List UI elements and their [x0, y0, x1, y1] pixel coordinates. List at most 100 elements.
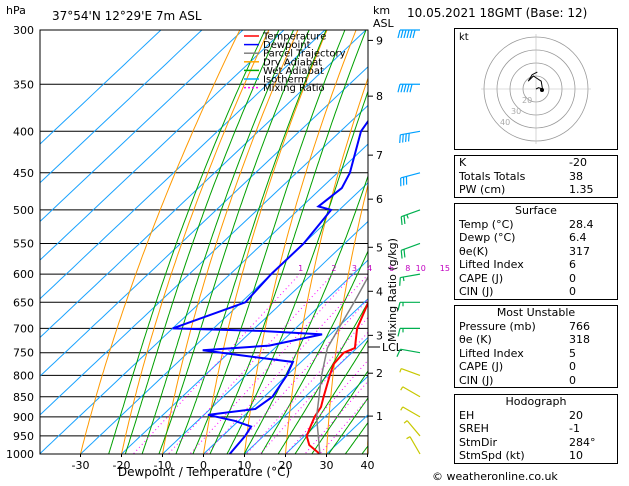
wet-adiabat-line: [243, 174, 368, 454]
wind-barb: [400, 386, 421, 398]
mixing-ratio-label: 3: [352, 264, 357, 273]
wind-barb: [400, 172, 421, 187]
hodograph-ring-label: 30: [511, 107, 521, 116]
wind-barb: [399, 368, 421, 376]
hodo-row-stmspd: StmSpd (kt) 10: [459, 449, 583, 462]
km-tick-label: 1: [376, 410, 383, 423]
dry-adiabat-line: [79, 30, 241, 454]
pressure-tick-label: 450: [13, 167, 34, 180]
wind-barb: [397, 83, 420, 93]
km-tick-label: 2: [376, 367, 383, 380]
legend-label: Isotherm: [263, 75, 307, 86]
dry-adiabat-line: [202, 30, 328, 454]
km-tick-label: 8: [376, 90, 383, 103]
wet-adiabat-line: [124, 30, 280, 454]
wind-barb: [400, 242, 421, 259]
pressure-tick-label: 400: [13, 125, 34, 138]
hodo-row-sreh: SREH -1: [459, 422, 580, 435]
mixing-ratio-line: [304, 380, 368, 454]
km-tick-label: 5: [376, 241, 383, 254]
mixing-ratio-label: 8: [405, 264, 410, 273]
x-tick-label: 20: [279, 459, 293, 472]
hodo-row-eh: EH 20: [459, 408, 583, 422]
dry-adiabat-line: [284, 76, 368, 454]
pressure-tick-label: 950: [13, 430, 34, 443]
mu-row-theta: θe (K) 318: [459, 333, 590, 346]
hpa-unit-label: hPa: [6, 4, 26, 17]
surface-row-cape: CAPE (J) 0: [459, 271, 576, 285]
most-unstable-title: Most Unstable: [496, 306, 576, 319]
wind-barb: [397, 301, 420, 311]
pressure-tick-label: 900: [13, 411, 34, 424]
surface-row-li: Lifted Index 6: [459, 258, 576, 271]
mixing-ratio-line: [285, 359, 368, 454]
storm-motion-marker: [540, 88, 544, 92]
asl-unit-label: ASL: [373, 17, 395, 30]
isotherm-line: [40, 30, 326, 300]
x-tick-label: 40: [361, 459, 375, 472]
wet-adiabat-line: [327, 397, 368, 454]
surface-box: Surface Temp (°C) 28.4 Dewp (°C) 6.4 θe(K)…: [454, 203, 618, 300]
mixing-ratio-line: [228, 298, 368, 454]
isotherm-line: [40, 30, 367, 339]
parcel-trajectory-line: [315, 275, 368, 454]
isotherm-line: [40, 143, 368, 454]
mixing-ratio-label: 15: [440, 264, 450, 273]
mixing-ratio-axis-title: Mixing Ratio (g/kg): [386, 238, 399, 342]
dry-adiabat-line: [120, 30, 270, 454]
pressure-tick-label: 550: [13, 237, 34, 250]
hodograph-ring-label: 40: [500, 118, 510, 127]
legend-label: Dewpoint: [263, 40, 311, 51]
km-tick-label: 7: [376, 149, 383, 162]
wind-barb: [406, 436, 421, 455]
mixing-ratio-label: 6: [389, 264, 394, 273]
km-tick-label: 3: [376, 329, 383, 342]
wet-adiabat-line: [260, 249, 368, 454]
copyright-footer: © weatheronline.co.uk: [432, 470, 558, 483]
x-tick-label: 10: [238, 459, 252, 472]
x-axis-title: Dewpoint / Temperature (°C): [118, 465, 290, 479]
wind-barb: [400, 406, 421, 418]
indices-box: K -20 Totals Totals 38 PW (cm) 1.35: [454, 155, 618, 198]
pressure-tick-label: 750: [13, 347, 34, 360]
isotherm-line: [325, 414, 368, 454]
isotherm-line: [40, 30, 244, 223]
isotherm-line: [284, 375, 368, 454]
wet-adiabat-line: [294, 339, 368, 454]
wet-adiabat-line: [277, 301, 368, 454]
wet-adiabat-line: [311, 370, 368, 454]
dry-adiabat-line: [366, 422, 368, 454]
x-tick-label: 30: [320, 459, 334, 472]
mixing-ratio-label: 4: [367, 264, 372, 273]
mixing-ratio-line: [189, 273, 354, 454]
pressure-tick-label: 650: [13, 296, 34, 309]
wet-adiabat-line: [175, 30, 327, 454]
legend-label: Dry Adiabat: [263, 57, 322, 68]
dry-adiabat-line: [325, 182, 368, 454]
wet-adiabat-line: [209, 30, 367, 454]
pressure-tick-label: 1000: [6, 448, 34, 461]
wet-adiabat-line: [141, 30, 295, 454]
wind-barb: [396, 348, 421, 357]
legend-label: Wet Adiabat: [263, 66, 324, 77]
surface-title: Surface: [515, 204, 557, 217]
wind-barb: [397, 29, 420, 39]
legend-label: Temperature: [262, 32, 326, 43]
mu-row-li: Lifted Index 5: [459, 346, 576, 360]
km-unit-label: km: [373, 4, 390, 17]
wet-adiabat-line: [344, 421, 368, 454]
pressure-tick-label: 350: [13, 78, 34, 91]
km-tick-label: 9: [376, 34, 383, 47]
mu-row-pressure: Pressure (mb) 766: [459, 319, 590, 333]
wind-barb: [399, 273, 421, 286]
dewpoint-line: [172, 119, 368, 454]
surface-row-temp: Temp (°C) 28.4: [459, 217, 594, 231]
hodograph-unit: kt: [459, 32, 469, 43]
wind-barb: [397, 327, 420, 337]
surface-row-theta: θe(K) 317: [459, 244, 590, 258]
mu-row-cape: CAPE (J) 0: [459, 360, 576, 373]
pressure-tick-label: 600: [13, 268, 34, 281]
